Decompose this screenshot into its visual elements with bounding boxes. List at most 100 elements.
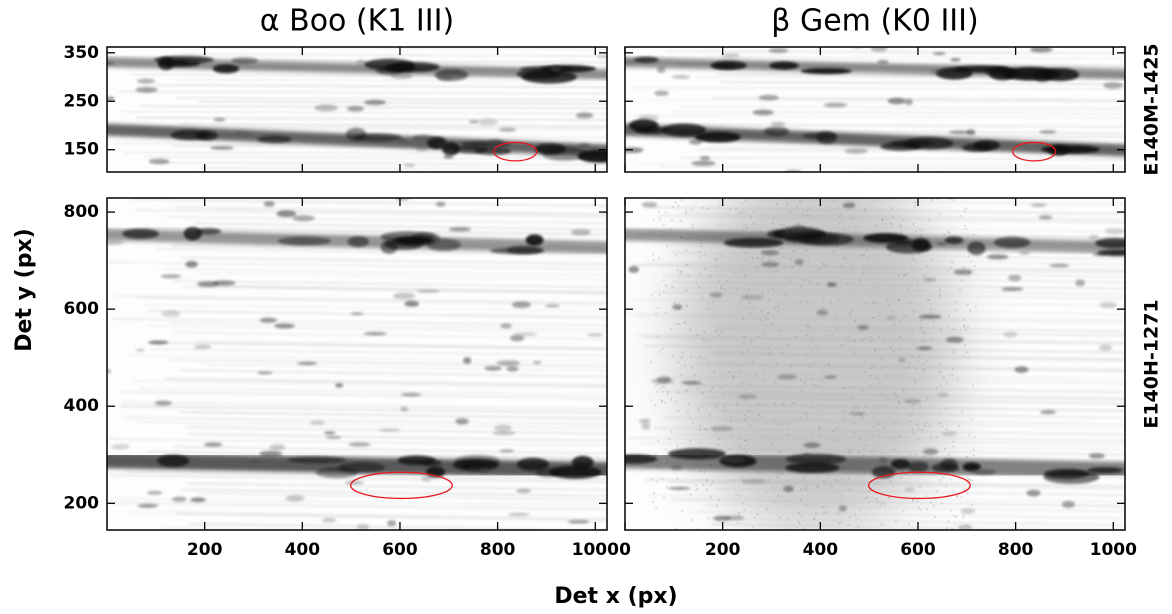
- noise: [919, 228, 922, 231]
- noise: [930, 198, 933, 201]
- noise: [877, 335, 880, 338]
- noise: [844, 408, 847, 411]
- noise: [744, 274, 747, 277]
- x-tick-label: 200: [187, 540, 223, 560]
- absorption-blob: [816, 131, 837, 144]
- noise: [694, 489, 697, 492]
- spot: [357, 523, 370, 530]
- spot: [986, 254, 1009, 260]
- spot: [671, 75, 691, 79]
- noise: [898, 298, 901, 301]
- noise: [947, 324, 950, 327]
- faint-order: [198, 285, 607, 294]
- noise: [919, 509, 922, 512]
- spot: [161, 310, 181, 318]
- absorption-blob: [277, 236, 331, 246]
- noise: [744, 259, 747, 262]
- noise: [936, 490, 939, 493]
- faint-order: [635, 334, 1125, 343]
- noise: [786, 202, 789, 205]
- noise: [685, 210, 688, 213]
- noise: [685, 263, 688, 266]
- absorption-blob: [940, 458, 958, 471]
- noise: [881, 393, 884, 395]
- noise: [680, 199, 683, 202]
- spot: [1103, 82, 1124, 89]
- noise: [760, 310, 763, 313]
- spot: [269, 443, 286, 451]
- noise: [677, 409, 680, 412]
- spot: [904, 98, 913, 106]
- absorption-blob: [421, 459, 442, 467]
- noise: [654, 385, 657, 388]
- noise: [756, 256, 759, 259]
- noise: [776, 476, 779, 479]
- noise: [861, 272, 864, 275]
- absorption-blob: [1095, 237, 1125, 249]
- noise: [760, 415, 763, 418]
- noise: [869, 266, 872, 269]
- noise: [952, 199, 955, 202]
- absorption-blob: [800, 68, 852, 75]
- faint-order: [134, 209, 607, 218]
- noise: [914, 381, 917, 384]
- noise: [828, 334, 831, 337]
- spot: [204, 442, 223, 447]
- spot: [823, 102, 848, 108]
- noise: [961, 410, 964, 413]
- faint-order: [713, 362, 1125, 371]
- noise: [838, 222, 841, 225]
- faint-order: [685, 384, 1125, 393]
- spot: [500, 323, 512, 329]
- noise: [691, 223, 694, 226]
- noise: [830, 484, 833, 487]
- spot: [768, 48, 789, 54]
- noise: [821, 379, 824, 382]
- spot: [578, 143, 591, 148]
- noise: [966, 351, 969, 354]
- spot: [752, 109, 774, 116]
- noise: [685, 304, 688, 307]
- noise: [738, 212, 741, 215]
- faint-order: [123, 151, 607, 156]
- faint-order: [122, 391, 607, 400]
- noise: [858, 438, 861, 441]
- noise: [941, 424, 944, 427]
- noise: [661, 385, 664, 388]
- spot: [234, 130, 250, 136]
- spot: [309, 420, 326, 425]
- noise: [818, 282, 821, 285]
- spot: [379, 428, 401, 433]
- noise: [921, 369, 924, 372]
- noise: [699, 242, 702, 245]
- absorption-blob: [541, 147, 588, 161]
- spot: [742, 478, 767, 484]
- absorption-blob: [231, 57, 259, 64]
- spot: [826, 282, 837, 287]
- spot: [791, 225, 806, 231]
- noise: [689, 328, 692, 331]
- noise: [843, 228, 846, 231]
- noise: [905, 314, 908, 317]
- noise: [964, 328, 967, 331]
- noise: [670, 327, 673, 330]
- noise: [691, 226, 694, 229]
- noise: [890, 346, 893, 349]
- noise: [952, 440, 955, 443]
- noise: [703, 428, 706, 431]
- faint-order: [635, 315, 1125, 324]
- spot: [435, 201, 446, 207]
- noise: [923, 274, 926, 277]
- noise: [674, 201, 677, 204]
- x-tick-label: 400: [803, 540, 839, 560]
- noise: [971, 504, 974, 507]
- spot: [484, 365, 502, 371]
- noise: [935, 387, 938, 390]
- spot: [971, 469, 996, 475]
- spot: [857, 324, 869, 330]
- noise: [969, 309, 972, 312]
- noise: [911, 429, 914, 432]
- absorption-blob: [907, 461, 929, 473]
- faint-order: [198, 100, 607, 105]
- noise: [684, 364, 687, 367]
